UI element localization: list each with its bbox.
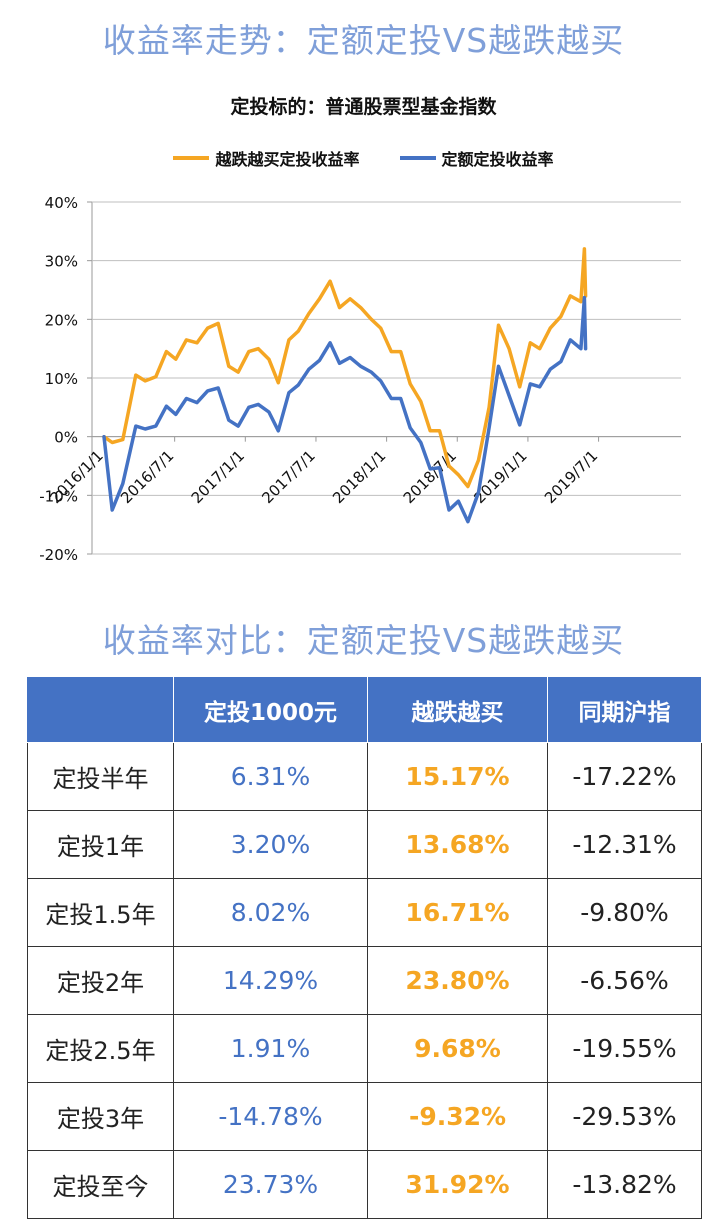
line-chart: 40%30%20%10%0%-10%-20%2016/1/1 2016/7/1 20… — [39, 194, 681, 564]
row-label: 定投至今 — [27, 1150, 174, 1219]
cell-buy-dips: 23.80% — [367, 946, 548, 1015]
y-tick-label: 20% — [45, 311, 78, 329]
legend-swatch-fixed — [399, 156, 436, 160]
table-row: 定投至今 23.73% 31.92% -13.82% — [27, 1150, 702, 1219]
y-tick-label: -10% — [39, 487, 78, 505]
table-row: 定投半年 6.31% 15.17% -17.22% — [27, 742, 702, 811]
header-empty — [27, 676, 174, 743]
cell-fixed: 14.29% — [173, 946, 368, 1015]
cell-fixed: 23.73% — [173, 1150, 368, 1219]
row-label: 定投1年 — [27, 810, 174, 879]
cell-index: -6.56% — [547, 946, 702, 1015]
y-tick-label: 0% — [54, 429, 78, 447]
x-tick-label: 2016/7/1 — [117, 447, 177, 507]
cell-index: -29.53% — [547, 1082, 702, 1151]
cell-index: -12.31% — [547, 810, 702, 879]
cell-buy-dips: 13.68% — [367, 810, 548, 879]
legend-item-fixed: 定额定投收益率 — [399, 146, 554, 170]
cell-buy-dips: -9.32% — [367, 1082, 548, 1151]
cell-fixed: 6.31% — [173, 742, 368, 811]
table-row: 定投1年 3.20% 13.68% -12.31% — [27, 810, 702, 879]
row-label: 定投3年 — [27, 1082, 174, 1151]
row-label: 定投2.5年 — [27, 1014, 174, 1083]
y-tick-label: 10% — [45, 370, 78, 388]
table-header-row: 定投1000元 越跌越买 同期沪指 — [27, 676, 702, 743]
series-line-buy-dips — [102, 247, 588, 489]
cell-buy-dips: 31.92% — [367, 1150, 548, 1219]
comparison-table: 定投1000元 越跌越买 同期沪指 定投半年 6.31% 15.17% -17.… — [27, 676, 702, 1219]
legend-swatch-buy-dips — [173, 156, 210, 160]
cell-fixed: 8.02% — [173, 878, 368, 947]
cell-index: -9.80% — [547, 878, 702, 947]
cell-fixed: -14.78% — [173, 1082, 368, 1151]
table-row: 定投1.5年 8.02% 16.71% -9.80% — [27, 878, 702, 947]
legend-label-fixed: 定额定投收益率 — [441, 150, 554, 169]
header-fixed: 定投1000元 — [173, 676, 368, 743]
cell-index: -13.82% — [547, 1150, 702, 1219]
cell-index: -19.55% — [547, 1014, 702, 1083]
header-index: 同期沪指 — [547, 676, 702, 743]
y-tick-label: 40% — [45, 194, 78, 212]
cell-buy-dips: 16.71% — [367, 878, 548, 947]
row-label: 定投半年 — [27, 742, 174, 811]
series-line-fixed — [102, 295, 588, 524]
table-row: 定投3年 -14.78% -9.32% -29.53% — [27, 1082, 702, 1151]
legend-label-buy-dips: 越跌越买定投收益率 — [215, 150, 360, 169]
x-tick-label: 2018/1/1 — [329, 447, 389, 507]
cell-fixed: 3.20% — [173, 810, 368, 879]
x-tick-label: 2018/7/1 — [400, 447, 460, 507]
cell-fixed: 1.91% — [173, 1014, 368, 1083]
compare-section-title: 收益率对比：定额定投VS越跌越买 — [102, 621, 625, 660]
x-tick-label: 2017/7/1 — [258, 447, 318, 507]
x-tick-label: 2017/1/1 — [188, 447, 248, 507]
chart-legend: 越跌越买定投收益率 定额定投收益率 — [0, 146, 727, 170]
row-label: 定投2年 — [27, 946, 174, 1015]
y-tick-label: -20% — [39, 546, 78, 564]
y-tick-label: 30% — [45, 253, 78, 271]
cell-buy-dips: 9.68% — [367, 1014, 548, 1083]
cell-index: -17.22% — [547, 742, 702, 811]
row-label: 定投1.5年 — [27, 878, 174, 947]
x-tick-label: 2019/7/1 — [541, 447, 601, 507]
table-row: 定投2年 14.29% 23.80% -6.56% — [27, 946, 702, 1015]
chart-title: 定投标的：普通股票型基金指数 — [230, 96, 497, 118]
table-row: 定投2.5年 1.91% 9.68% -19.55% — [27, 1014, 702, 1083]
legend-item-buy-dips: 越跌越买定投收益率 — [173, 146, 360, 170]
header-buy-dips: 越跌越买 — [367, 676, 548, 743]
trend-section-title: 收益率走势：定额定投VS越跌越买 — [102, 21, 625, 60]
cell-buy-dips: 15.17% — [367, 742, 548, 811]
